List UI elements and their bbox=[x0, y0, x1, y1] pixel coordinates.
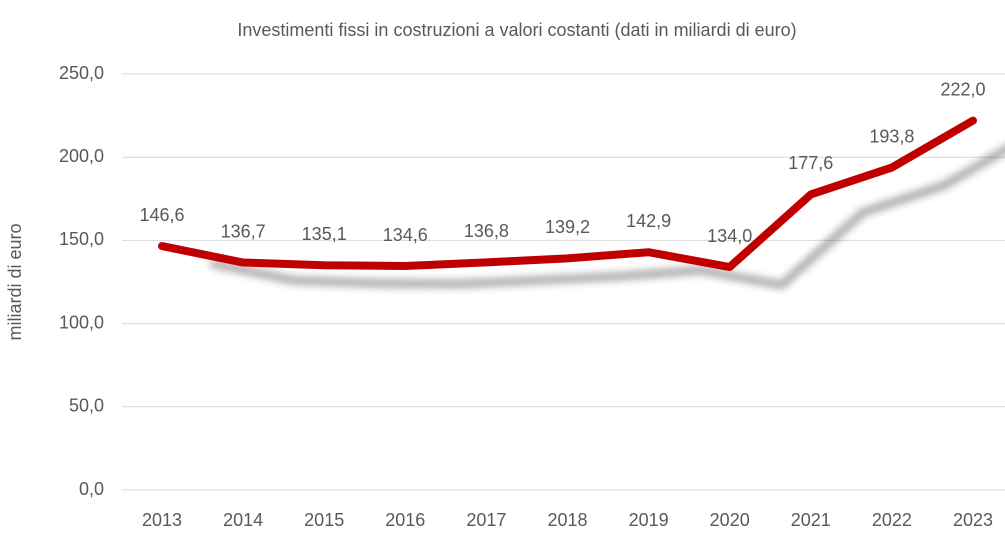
data-label: 177,6 bbox=[788, 153, 833, 173]
y-tick-label: 250,0 bbox=[59, 63, 104, 83]
x-tick-label: 2022 bbox=[872, 510, 912, 530]
x-tick-label: 2023 bbox=[953, 510, 993, 530]
data-label: 193,8 bbox=[869, 126, 914, 146]
data-label: 134,0 bbox=[707, 226, 752, 246]
data-label: 135,1 bbox=[302, 224, 347, 244]
data-label: 222,0 bbox=[940, 79, 985, 99]
x-tick-label: 2020 bbox=[710, 510, 750, 530]
y-tick-label: 100,0 bbox=[59, 312, 104, 332]
y-tick-label: 0,0 bbox=[79, 479, 104, 499]
data-label: 142,9 bbox=[626, 211, 671, 231]
series-line bbox=[158, 116, 977, 272]
x-tick-label: 2019 bbox=[629, 510, 669, 530]
x-tick-label: 2013 bbox=[142, 510, 182, 530]
data-label: 134,6 bbox=[383, 225, 428, 245]
y-axis-label: miliardi di euro bbox=[5, 223, 25, 340]
y-tick-label: 50,0 bbox=[69, 396, 104, 416]
x-tick-label: 2021 bbox=[791, 510, 831, 530]
x-tick-label: 2014 bbox=[223, 510, 263, 530]
x-tick-label: 2015 bbox=[304, 510, 344, 530]
y-tick-label: 150,0 bbox=[59, 229, 104, 249]
x-tick-label: 2018 bbox=[547, 510, 587, 530]
data-label: 136,7 bbox=[221, 221, 266, 241]
data-label: 136,8 bbox=[464, 221, 509, 241]
x-tick-label: 2016 bbox=[385, 510, 425, 530]
chart-title: Investimenti fissi in costruzioni a valo… bbox=[237, 20, 796, 40]
y-tick-label: 200,0 bbox=[59, 146, 104, 166]
data-label: 146,6 bbox=[139, 205, 184, 225]
data-label: 139,2 bbox=[545, 217, 590, 237]
x-tick-label: 2017 bbox=[466, 510, 506, 530]
